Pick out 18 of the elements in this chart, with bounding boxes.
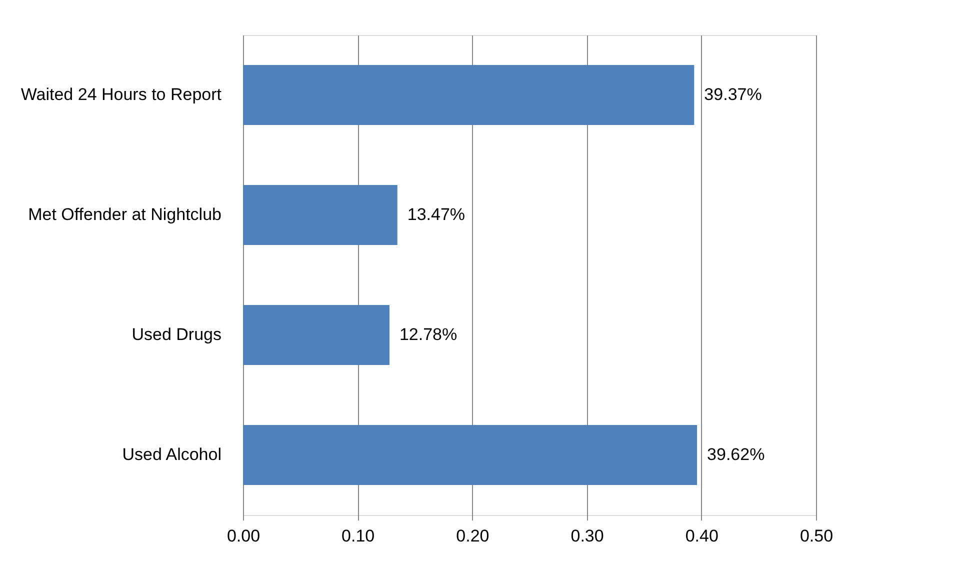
x-tick-label: 0.40	[685, 526, 718, 546]
bar	[243, 65, 694, 125]
bar	[243, 185, 398, 245]
x-tick-label: 0.10	[342, 526, 375, 546]
data-label: 13.47%	[407, 205, 466, 224]
x-tick-label: 0.30	[570, 526, 604, 546]
data-label: 12.78%	[399, 325, 458, 344]
y-tick-label: Waited 24 Hours to Report	[20, 85, 222, 104]
data-label: 39.62%	[707, 445, 765, 464]
bar	[243, 305, 390, 365]
data-label: 39.37%	[704, 85, 762, 104]
y-tick-label: Met Offender at Nightclub	[28, 205, 222, 224]
bar	[243, 425, 698, 485]
x-tick-label: 0.50	[800, 526, 834, 546]
x-tick-label: 0.00	[226, 526, 260, 546]
x-tick-label: 0.20	[456, 526, 490, 546]
y-tick-label: Used Drugs	[132, 325, 222, 344]
y-tick-label: Used Alcohol	[122, 445, 222, 464]
